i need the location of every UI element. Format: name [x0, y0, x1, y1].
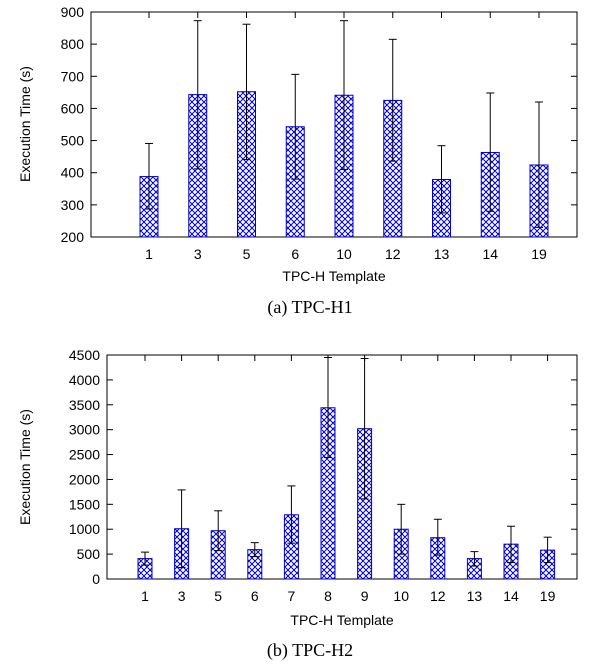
- y-tick-label: 500: [77, 546, 101, 562]
- x-tick-label: 5: [214, 588, 222, 604]
- x-tick-label: 3: [178, 588, 186, 604]
- x-axis-title: TPC-H Template: [290, 612, 393, 628]
- x-tick-label: 10: [393, 588, 409, 604]
- x-tick-label: 14: [503, 588, 519, 604]
- y-axis-ticks: 0 500 1000 1500 2000 2500 3000 3500 4000 4500: [69, 347, 577, 587]
- y-tick-label: 700: [61, 68, 85, 84]
- x-tick-label: 7: [288, 588, 296, 604]
- bars: [137, 407, 556, 580]
- y-tick-label: 4500: [69, 347, 100, 363]
- x-tick-label: 13: [434, 246, 450, 262]
- y-tick-label: 800: [61, 36, 85, 52]
- y-tick-label: 2000: [69, 471, 100, 487]
- y-tick-label: 300: [61, 197, 85, 213]
- error-bars: [145, 20, 543, 228]
- x-tick-label: 3: [194, 246, 202, 262]
- x-tick-label: 13: [467, 588, 483, 604]
- x-tick-label: 14: [482, 246, 498, 262]
- chart-caption: (b) TPC-H2: [267, 640, 353, 661]
- y-axis-title: Execution Time (s): [17, 66, 33, 182]
- x-tick-label: 19: [540, 588, 556, 604]
- y-tick-label: 2500: [69, 447, 100, 463]
- chart-caption: (a) TPC-H1: [267, 297, 352, 318]
- y-tick-label: 0: [92, 571, 100, 587]
- y-tick-label: 3000: [69, 422, 100, 438]
- y-tick-label: 3500: [69, 397, 100, 413]
- x-tick-label: 1: [141, 588, 149, 604]
- x-tick-label: 1: [145, 246, 153, 262]
- plot-frame: [90, 11, 578, 238]
- x-tick-label: 12: [385, 246, 401, 262]
- y-tick-label: 400: [61, 165, 85, 181]
- y-axis-ticks: 200 300 400 500 600 700 800 900: [61, 4, 577, 245]
- y-axis-title: Execution Time (s): [17, 409, 33, 525]
- x-tick-label: 9: [361, 588, 369, 604]
- x-axis-title: TPC-H Template: [282, 268, 385, 284]
- y-tick-label: 200: [61, 229, 85, 245]
- y-tick-label: 600: [61, 100, 85, 116]
- y-tick-label: 4000: [69, 372, 100, 388]
- y-tick-label: 500: [61, 133, 85, 149]
- x-tick-label: 19: [531, 246, 547, 262]
- x-tick-label: 6: [251, 588, 259, 604]
- plot-frame: [106, 354, 578, 580]
- x-tick-label: 6: [291, 246, 299, 262]
- y-tick-label: 1000: [69, 521, 100, 537]
- x-tick-label: 10: [336, 246, 352, 262]
- x-tick-label: 8: [324, 588, 332, 604]
- y-tick-label: 900: [61, 4, 85, 20]
- x-tick-label: 12: [430, 588, 446, 604]
- error-bars: [141, 356, 552, 569]
- x-axis-ticks: 1 3 5 6 7 8 9 10 12 13 14 19: [141, 355, 556, 604]
- y-tick-label: 1500: [69, 496, 100, 512]
- x-tick-label: 5: [243, 246, 251, 262]
